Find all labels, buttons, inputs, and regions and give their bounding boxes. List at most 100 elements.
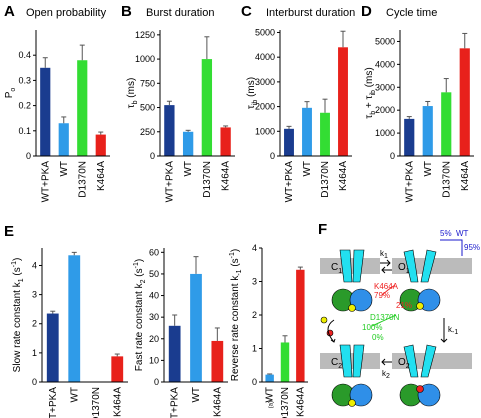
state-label: O1: [398, 262, 410, 275]
x-tick-label: WT: [423, 161, 434, 177]
x-tick-label: K464A: [295, 387, 306, 417]
x-tick-label: WT+PKA: [40, 161, 51, 203]
y-tick-label: 2000: [375, 105, 395, 115]
y-tick-label: 1000: [255, 126, 275, 136]
panel-letter: B: [121, 3, 132, 20]
y-label-part: -1: [236, 269, 243, 275]
pct-label: 79%: [374, 291, 390, 300]
y-label-part: (ms): [126, 78, 137, 101]
bar: [320, 112, 330, 156]
y-label-part: 1: [18, 278, 25, 282]
y-label-part: (s: [134, 268, 145, 279]
pct-label: 100%: [362, 323, 382, 332]
y-label-part: ib: [370, 90, 377, 96]
chart-title: Cycle time: [386, 7, 437, 19]
bar: [422, 106, 433, 156]
bar: [201, 59, 213, 157]
chart-panel: C Interburst duration τib (ms) WT+PKA WT D137…: [241, 3, 355, 202]
y-label-part: b: [132, 100, 139, 104]
y-tick-label: 0: [32, 377, 37, 387]
y-tick-label: 4: [252, 243, 257, 253]
x-tick-label: D1370N: [280, 387, 291, 418]
scheme-diagram: F C1 O1 C2 O2 k1 k-1 k2 5% WT 95% K464A …: [318, 221, 480, 407]
x-tick-label: K464A: [460, 161, 471, 191]
x-tick-label: K464A: [338, 161, 349, 191]
y-axis-label: τib (ms): [246, 77, 259, 109]
y-tick-label: 50: [149, 269, 159, 279]
panel-letter: E: [4, 223, 14, 240]
y-tick-label: 750: [140, 78, 155, 88]
y-label-part: ): [134, 259, 145, 262]
y-label-part: 2: [140, 279, 147, 283]
y-tick-label: 1250: [135, 30, 155, 40]
y-tick-label: 20: [149, 334, 159, 344]
x-tick-label: WT: [302, 161, 313, 177]
y-tick-label: 1: [32, 348, 37, 358]
bar: [211, 340, 224, 382]
bar: [404, 118, 415, 156]
bar: [296, 269, 305, 382]
y-axis-label: Slow rate constant k1 (s-1): [11, 258, 25, 373]
y-label-part: Fast rate constant k: [134, 282, 145, 371]
x-tick-label: WT+PKA: [164, 161, 175, 203]
pct-label: 0%: [372, 333, 384, 342]
y-axis-label: Fast rate constant k2 (s-1): [133, 259, 147, 371]
y-tick-label: 1000: [375, 128, 395, 138]
y-tick-label: 10: [149, 355, 159, 365]
y-tick-label: 0: [252, 377, 257, 387]
bar: [441, 92, 452, 156]
y-tick-label: 0: [390, 151, 395, 161]
bar: [68, 255, 81, 382]
pct-label: WT: [456, 229, 469, 238]
chart-title: Open probability: [26, 7, 107, 19]
x-tick-label: K464A: [221, 161, 232, 191]
bar: [111, 356, 124, 382]
bar: [265, 374, 274, 382]
y-label-part: (s: [12, 267, 23, 278]
y-tick-label: 1000: [135, 54, 155, 64]
bar: [95, 134, 106, 156]
bar: [190, 273, 202, 382]
x-tick-label: D1370N: [441, 161, 452, 198]
y-label-part: Slow rate constant k: [12, 281, 23, 372]
bar: [459, 48, 470, 157]
y-label-part: -1: [11, 261, 18, 267]
y-tick-label: 60: [149, 247, 159, 257]
x-tick-label: WT+PKA: [170, 387, 181, 418]
x-tick-label: D1370N: [77, 161, 88, 198]
arrows: [327, 259, 448, 366]
x-tick-label: D1370N: [202, 161, 213, 198]
bar: [164, 105, 175, 156]
y-tick-label: 3000: [255, 77, 275, 87]
y-label-part: ib: [252, 100, 259, 106]
bar: [338, 47, 348, 157]
bar: [77, 60, 88, 156]
panel-letter: F: [318, 221, 327, 238]
y-label-part: ): [12, 258, 23, 261]
y-axis-label: Reverse rate constant k-1 (s-1): [229, 249, 243, 382]
chart-title: Interburst duration: [266, 7, 355, 19]
wt-arrow: [440, 239, 463, 256]
y-label-part: (ms): [246, 77, 257, 100]
x-tick-label: WT+PKA: [404, 161, 415, 203]
bar: [58, 123, 69, 156]
bar: [182, 131, 194, 156]
y-tick-label: 4: [32, 260, 37, 270]
pct-label: 21%: [396, 301, 412, 310]
y-tick-label: 2: [32, 319, 37, 329]
pct-label: 95%: [464, 243, 480, 252]
x-tick-label: K464A: [112, 387, 123, 417]
panel-letter: C: [241, 3, 252, 20]
x-tick-label: D1370N: [320, 161, 331, 198]
annotation: (a): [269, 401, 275, 408]
y-tick-label: 3000: [375, 82, 395, 92]
bar: [220, 127, 231, 156]
x-tick-label: WT+PKA: [284, 161, 295, 203]
state-label: C1: [331, 262, 342, 275]
y-tick-label: 250: [140, 127, 155, 137]
y-tick-label: 0.3: [18, 75, 31, 85]
x-tick-label: K464A: [96, 161, 107, 191]
y-tick-label: 4000: [375, 59, 395, 69]
